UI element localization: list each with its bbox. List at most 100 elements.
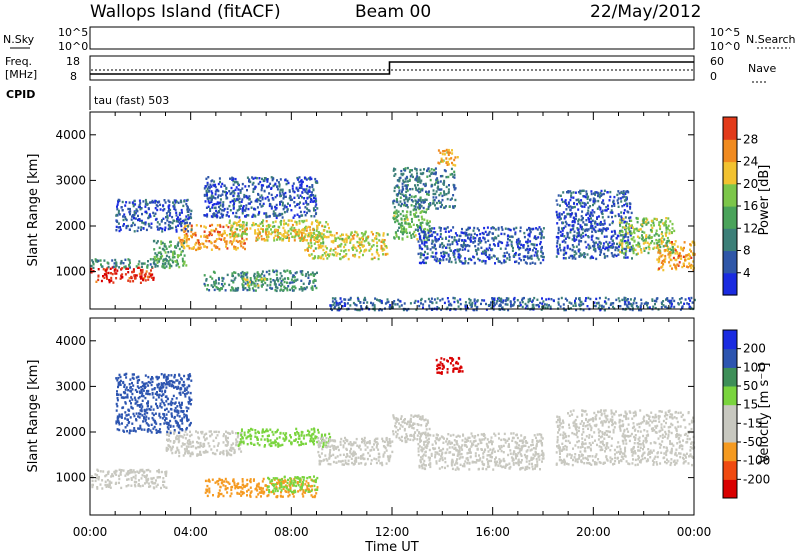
data-cell [637,241,640,244]
data-cell [628,228,631,231]
data-cell [280,194,283,197]
data-cell [193,246,195,249]
data-cell [366,306,369,310]
data-cell [233,271,236,274]
data-cell [660,255,663,258]
data-cell [603,227,606,231]
data-cell [272,221,275,224]
data-cell [370,301,372,305]
data-cell [397,186,400,189]
data-cell [656,242,659,245]
data-cell [692,260,695,263]
data-cell [566,299,569,302]
data-cell [263,274,266,277]
data-cell [163,208,166,211]
data-cell [240,272,243,275]
data-cell [622,237,625,240]
data-cell [580,254,583,257]
data-cell [256,224,259,227]
data-cell [468,233,471,236]
data-cell [618,221,621,224]
data-cell [139,281,142,284]
data-cell [196,247,199,251]
data-cell [305,188,308,191]
data-cell [591,230,594,233]
data-cell [161,262,164,266]
data-cell [603,300,606,303]
data-cell [680,301,682,304]
data-cell [657,260,660,264]
data-cell [246,189,248,192]
data-cell [174,260,177,263]
data-cell [251,215,254,218]
data-cell [458,238,461,241]
data-cell [175,436,178,439]
data-cell [612,200,615,204]
data-cell [443,179,446,183]
data-cell [238,201,241,204]
data-cell [133,270,135,273]
data-cell [484,260,487,263]
data-cell [294,228,297,232]
data-cell [396,229,399,232]
data-cell [302,231,305,235]
data-cell [457,301,460,304]
data-cell [473,232,476,236]
data-cell [518,246,521,250]
data-cell [186,451,189,455]
data-cell [231,287,234,290]
data-cell [321,224,324,228]
data-cell [301,191,304,194]
data-cell [230,446,233,450]
data-cell [164,201,167,204]
data-cell [134,471,137,474]
data-cell [528,227,531,230]
data-cell [577,222,580,225]
data-cell [629,230,632,233]
data-cell [415,215,418,218]
data-cell [274,289,277,292]
data-cell [461,227,463,231]
data-cell [413,301,416,304]
data-cell [308,244,311,248]
data-cell [607,243,610,246]
data-cell [649,241,652,245]
data-cell [314,177,317,181]
data-cell [320,435,323,438]
data-cell [438,245,441,248]
data-cell [631,257,633,260]
data-cell [436,177,439,180]
data-cell [230,443,233,447]
data-cell [451,236,453,239]
data-cell [388,306,391,309]
data-cell [467,226,470,229]
data-cell [362,244,365,247]
data-cell [147,477,150,481]
data-cell [97,259,100,262]
data-cell [371,304,374,307]
data-cell [471,301,474,305]
data-cell [627,226,630,229]
data-cell [117,226,120,229]
data-cell [173,250,176,253]
data-cell [638,228,641,231]
data-cell [261,221,263,224]
data-cell [587,206,590,209]
data-cell [129,228,131,231]
data-cell [589,246,592,249]
data-cell [164,262,167,266]
data-cell [246,176,249,179]
data-cell [158,258,161,261]
data-cell [456,234,459,237]
data-cell [514,232,517,236]
data-cell [623,209,626,212]
data-cell [272,210,275,213]
data-cell [233,278,236,281]
data-cell [305,229,308,232]
data-cell [414,167,417,170]
data-cell [185,228,188,231]
data-cell [119,226,122,229]
data-cell [499,260,501,263]
data-cell [167,251,170,254]
data-cell [236,228,239,231]
